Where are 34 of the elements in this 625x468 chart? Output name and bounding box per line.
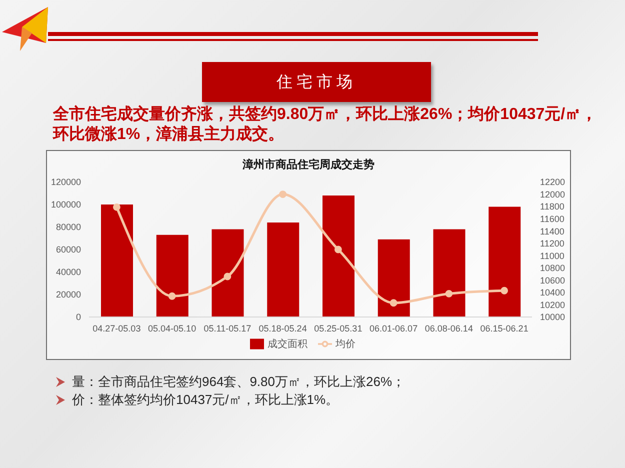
text: 全市住宅成交量价齐涨，共签约9.80万㎡，环比上涨26%；均价10437元/㎡，环比微涨1%，漳浦县主力成交。 — [53, 105, 598, 145]
text: 量：全市商品住宅签约964套、9.80万㎡，环比上涨26%； — [72, 373, 406, 391]
y2-tick-label: 11000 — [540, 250, 564, 261]
x-tick-label: 04.27-05.03 — [92, 323, 141, 334]
y2-tick-label: 10400 — [540, 288, 566, 298]
y-tick-label: 40000 — [56, 267, 81, 278]
y2-tick-label: 12200 — [540, 177, 566, 188]
y2-tick-label: 10200 — [540, 300, 566, 310]
x-tick-label: 05.11-05.17 — [204, 323, 252, 334]
y-tick-label: 100000 — [50, 200, 81, 210]
x-tick-label: 05.04-05.10 — [148, 323, 196, 334]
y-tick-label: 20000 — [56, 290, 81, 300]
y2-tick-label: 10800 — [540, 263, 566, 274]
x-tick-label: 06.08-06.14 — [424, 323, 473, 334]
chart-title: 漳州市商品住宅周成交走势 — [242, 158, 376, 172]
y2-tick-label: 12000 — [540, 189, 566, 200]
x-tick-label: 05.18-05.24 — [258, 323, 307, 334]
y-tick-label: 120000 — [50, 177, 81, 188]
x-tick-label: 06.01-06.07 — [370, 323, 418, 334]
x-tick-label: 05.25-05.31 — [314, 323, 362, 334]
y-tick-label: 80000 — [56, 222, 81, 232]
x-tick-label: 06.15-06.21 — [480, 323, 528, 334]
y2-tick-label: 11800 — [540, 202, 564, 212]
y2-tick-label: 11200 — [540, 238, 564, 249]
y-tick-label: 0 — [76, 312, 81, 322]
y2-tick-label: 10600 — [540, 275, 566, 286]
text: 价：整体签约均价10437元/㎡，环比上涨1%。 — [72, 391, 339, 409]
legend-label: 均价 — [336, 339, 356, 350]
y-tick-label: 60000 — [56, 244, 81, 255]
y2-tick-label: 11600 — [540, 214, 564, 224]
legend-label: 成交面积 — [268, 339, 308, 350]
y2-tick-label: 11400 — [540, 226, 564, 236]
banner: 住宅市场 — [202, 62, 431, 102]
y2-tick-label: 10000 — [540, 312, 566, 322]
